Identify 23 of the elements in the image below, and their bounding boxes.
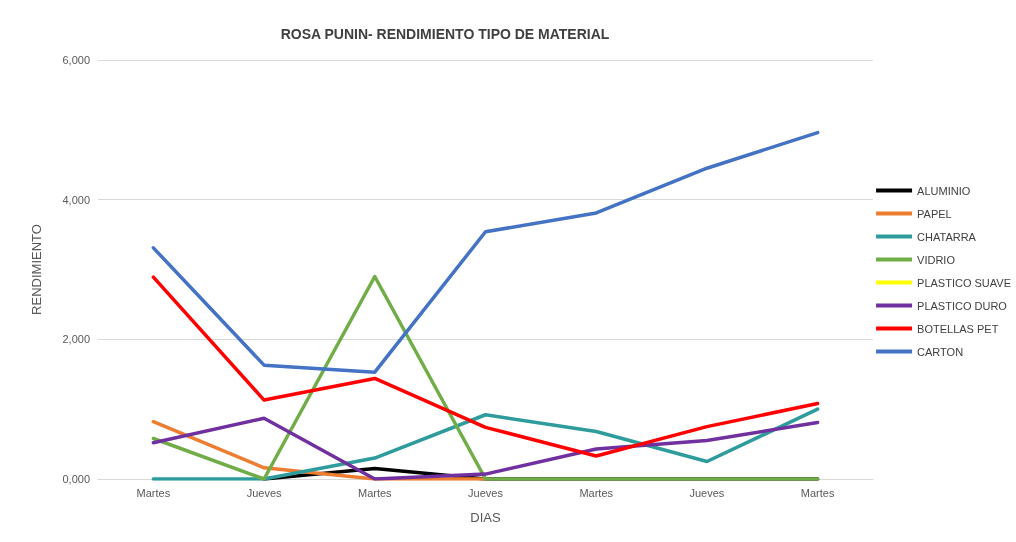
legend-label: ALUMINIO bbox=[917, 184, 971, 197]
x-tick-label: Martes bbox=[357, 486, 393, 499]
x-axis-title: DIAS bbox=[470, 510, 501, 525]
x-tick-label: Martes bbox=[579, 486, 614, 499]
legend-label: VIDRIO bbox=[917, 253, 956, 266]
legend-label: PAPEL bbox=[917, 207, 952, 220]
chart-title: ROSA PUNIN- RENDIMIENTO TIPO DE MATERIAL bbox=[280, 26, 610, 42]
y-tick-label: 6,000 bbox=[62, 54, 90, 66]
x-tick-label: Jueves bbox=[689, 486, 725, 499]
legend-label: PLASTICO DURO bbox=[917, 299, 1008, 312]
y-tick-label: 4,000 bbox=[62, 193, 90, 206]
x-tick-label: Jueves bbox=[468, 486, 504, 499]
x-tick-label: Martes bbox=[136, 486, 171, 499]
legend-label: CARTON bbox=[917, 345, 964, 358]
legend-label: PLASTICO SUAVE bbox=[917, 276, 1011, 289]
x-tick-label: Jueves bbox=[246, 486, 282, 499]
y-tick-label: 2,000 bbox=[62, 333, 90, 346]
legend-label: CHATARRA bbox=[917, 230, 977, 243]
line-series bbox=[151, 130, 820, 374]
legend-label: BOTELLAS PET bbox=[917, 322, 999, 335]
y-tick-label: 0,000 bbox=[62, 473, 90, 485]
y-axis-title: RENDIMIENTO bbox=[29, 224, 44, 315]
x-tick-label: Martes bbox=[800, 486, 835, 499]
